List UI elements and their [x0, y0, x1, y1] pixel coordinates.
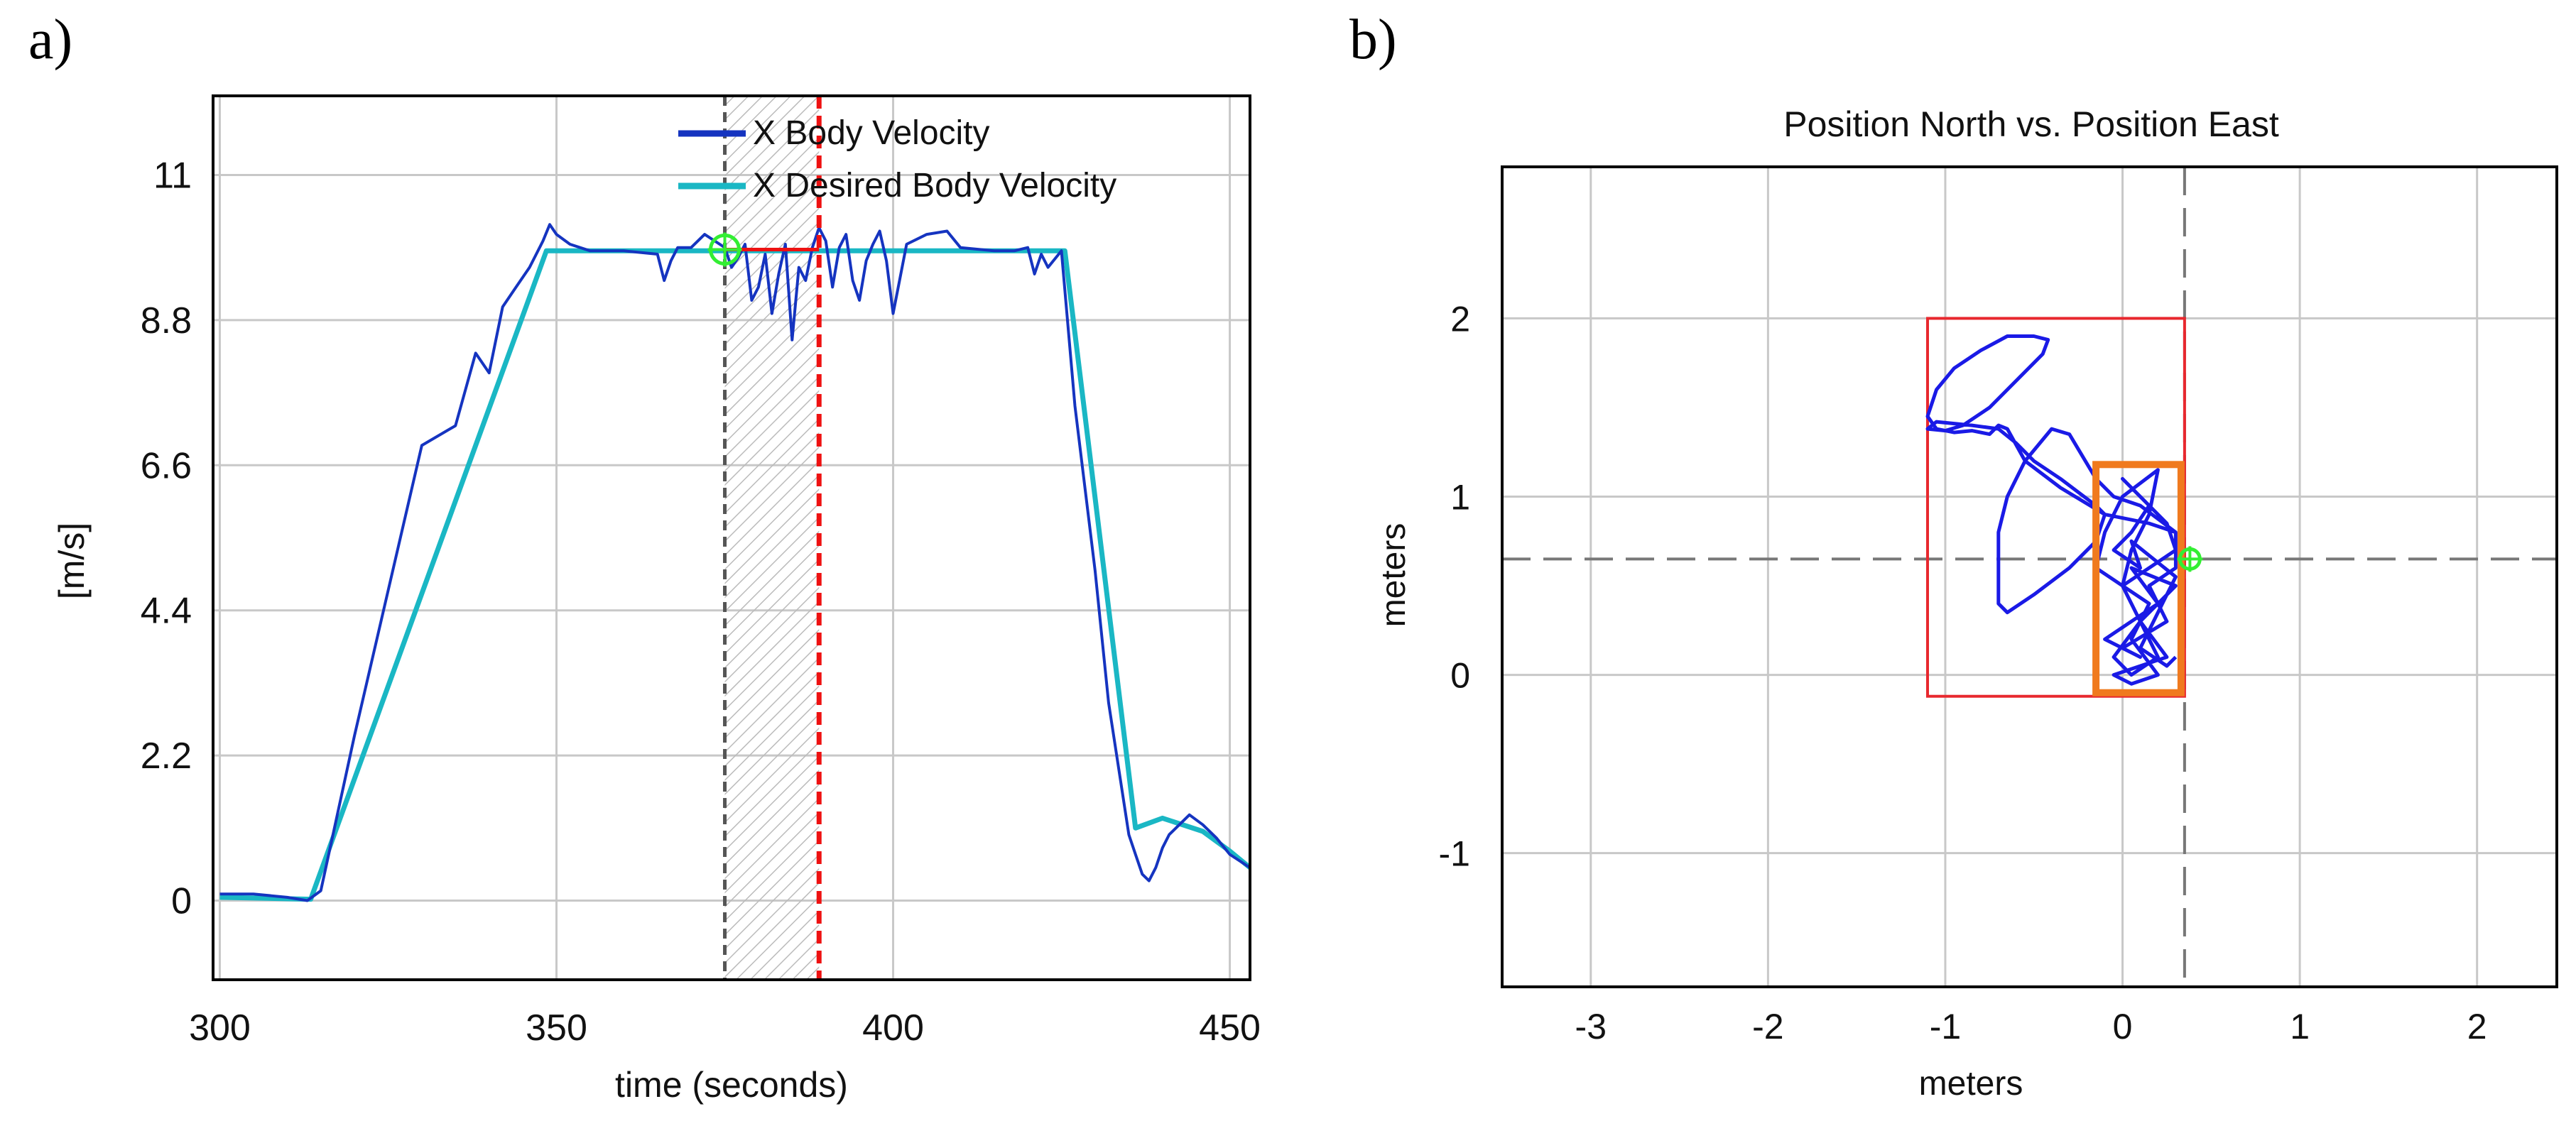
current-position-marker[interactable] — [2177, 546, 2203, 572]
marker-a[interactable] — [707, 232, 742, 267]
x-tick-label: 450 — [1199, 1007, 1261, 1049]
plot-frame-a — [212, 94, 1251, 981]
x-tick-label: 350 — [526, 1007, 587, 1049]
panel-a-label: a) — [28, 9, 72, 71]
y-tick-label: 8.8 — [141, 300, 192, 341]
x-tick-label: -3 — [1575, 1007, 1607, 1046]
y-tick-label: 4.4 — [141, 591, 192, 632]
marker-b[interactable] — [2177, 546, 2203, 572]
y-axis-label-a: [m/s] — [52, 523, 92, 599]
series-body-velocity — [219, 223, 1250, 902]
y-tick-label: 0 — [1450, 656, 1470, 696]
x-tick-label: 2 — [2467, 1007, 2487, 1046]
x-tick-label: -2 — [1752, 1007, 1783, 1046]
x-tick-label: 1 — [2290, 1007, 2310, 1046]
velocity-chart: 300 350 400 450 0 2.2 4.4 6.6 8.8 11 X Body Veloc… — [52, 94, 1261, 1105]
current-point-marker[interactable] — [707, 232, 742, 267]
x-tick-label: 0 — [2113, 1007, 2133, 1046]
legend-label-body-velocity: X Body Velocity — [753, 114, 990, 152]
chart-title-b: Position North vs. Position East — [1783, 104, 2279, 144]
y-tick-label: 1 — [1450, 478, 1470, 518]
plot-area-b — [1502, 167, 2557, 987]
y-tick-label: 2.2 — [141, 736, 192, 777]
y-axis-label-b: meters — [1375, 523, 1413, 628]
y-tick-label: 2 — [1450, 299, 1470, 339]
inner-bounding-box — [2092, 461, 2185, 696]
x-tick-label: 300 — [189, 1007, 251, 1049]
x-tick-label: -1 — [1930, 1007, 1961, 1046]
y-tick-label: 0 — [171, 881, 192, 922]
plot-frame-b — [1501, 165, 2558, 988]
panel-b-label: b) — [1349, 9, 1397, 71]
y-tick-label: -1 — [1439, 834, 1470, 874]
y-tick-label: 6.6 — [141, 445, 192, 486]
x-axis-label-b: meters — [1919, 1065, 2023, 1103]
x-axis-label-a: time (seconds) — [615, 1065, 848, 1105]
position-chart: Position North vs. Position East -3 -2 -1 0… — [1375, 104, 2558, 1103]
legend-a: X Body Velocity X Desired Body Velocity — [678, 114, 1116, 204]
legend-label-desired-velocity: X Desired Body Velocity — [753, 167, 1116, 204]
y-tick-label: 11 — [153, 155, 192, 196]
series-position-track — [1925, 334, 2178, 686]
highlight-window — [724, 96, 820, 980]
x-tick-label: 400 — [862, 1007, 924, 1049]
